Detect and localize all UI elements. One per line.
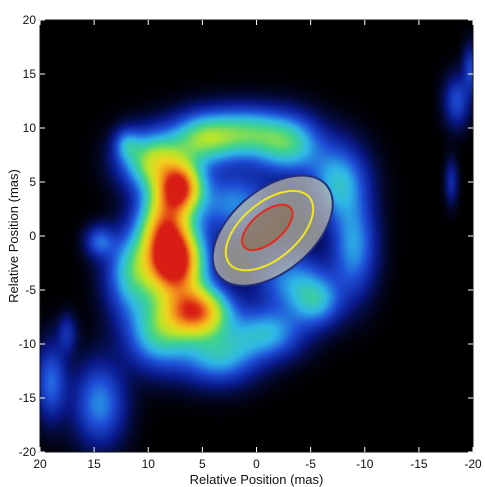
x-tick-label: -15 (410, 457, 428, 471)
y-tick-label: 10 (23, 121, 37, 135)
x-axis-label: Relative Position (mas) (190, 472, 324, 487)
x-axis: 20 15 10 5 0 -5 -10 -15 -20 (33, 20, 482, 471)
x-tick-label: 15 (87, 457, 101, 471)
x-tick-label: 10 (142, 457, 156, 471)
x-tick-label: 5 (199, 457, 206, 471)
overlay-ellipse-2 (241, 203, 294, 252)
y-axis: 20 15 10 5 0 -5 -10 -15 -20 (19, 13, 473, 459)
y-tick-label: -15 (19, 391, 37, 405)
y-tick-label: -20 (19, 445, 37, 459)
y-axis-label: Relative Position (mas) (6, 169, 21, 303)
y-tick-label: -10 (19, 337, 37, 351)
overlay-ellipses (211, 174, 334, 287)
x-tick-label: 20 (33, 457, 47, 471)
x-tick-label: -20 (464, 457, 482, 471)
y-tick-label: 0 (29, 229, 36, 243)
x-tick-label: -5 (305, 457, 316, 471)
overlay-ellipse-1 (224, 189, 315, 272)
x-tick-label: 0 (253, 457, 260, 471)
y-tick-label: 5 (29, 175, 36, 189)
x-tick-label: -10 (356, 457, 374, 471)
y-tick-label: 20 (23, 13, 37, 27)
y-tick-label: -5 (25, 283, 36, 297)
y-tick-label: 15 (23, 67, 37, 81)
